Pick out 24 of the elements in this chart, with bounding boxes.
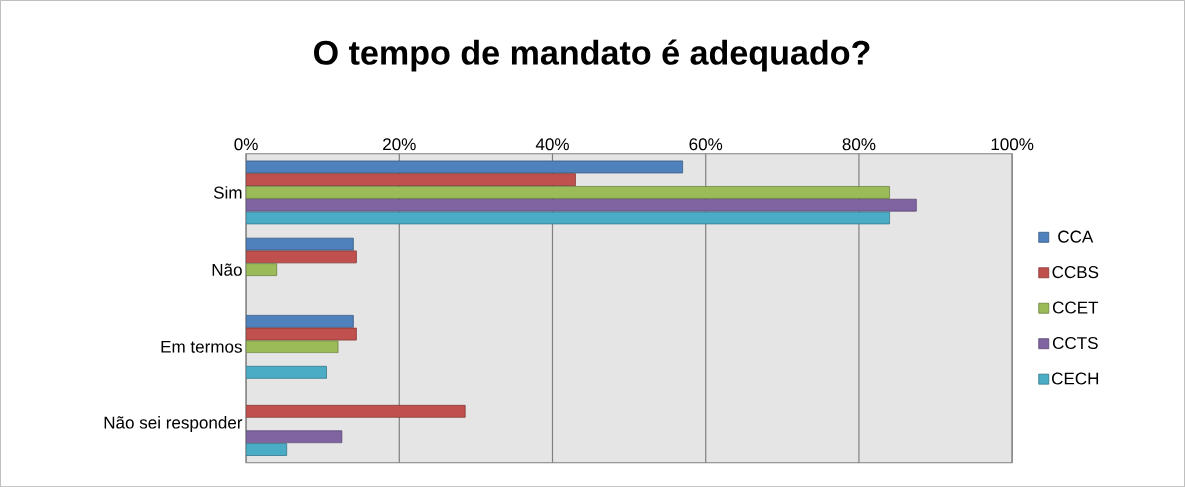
bar xyxy=(246,185,890,199)
y-tick-label: Em termos xyxy=(161,340,242,353)
y-tick-label: Não sei responder xyxy=(104,416,243,432)
x-tick-label: 100% xyxy=(991,138,1034,151)
legend-label: CECH xyxy=(1052,372,1099,385)
legend-label: CCA xyxy=(1058,230,1094,243)
bar xyxy=(246,237,354,251)
bar xyxy=(246,430,343,444)
legend-label: CCTS xyxy=(1052,336,1098,350)
bar xyxy=(246,173,576,187)
chart-title: O tempo de mandato é adequado? xyxy=(314,39,870,72)
bar xyxy=(246,160,684,174)
bar xyxy=(246,404,466,418)
bar xyxy=(246,314,354,328)
legend-label: CCET xyxy=(1052,301,1099,314)
y-tick-label: Não xyxy=(212,263,242,276)
legend-label: CCBS xyxy=(1052,266,1099,279)
y-tick-label: Sim xyxy=(213,186,242,199)
x-tick-label: 20% xyxy=(383,138,416,151)
x-tick-label: 40% xyxy=(535,138,569,151)
x-tick-label: 0% xyxy=(234,138,258,151)
x-tick-label: 80% xyxy=(842,138,876,151)
x-tick-label: 60% xyxy=(689,138,723,151)
bar xyxy=(246,365,327,379)
